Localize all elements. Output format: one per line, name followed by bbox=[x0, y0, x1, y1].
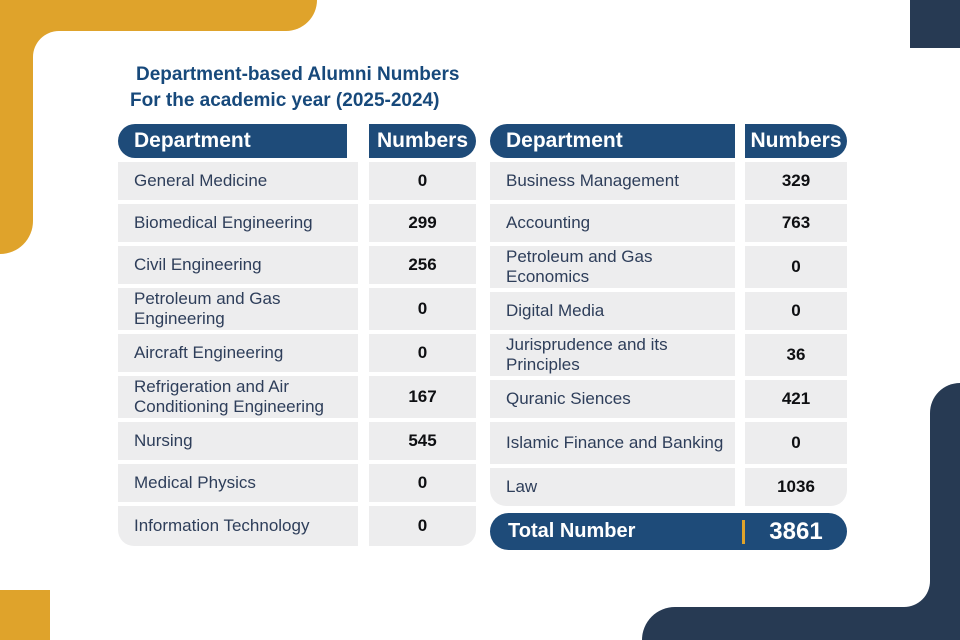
department-cell: Accounting bbox=[490, 204, 735, 242]
table-row: Islamic Finance and Banking 0 bbox=[490, 422, 847, 464]
numbers-cell: 36 bbox=[745, 334, 847, 376]
top-right-corner-decoration bbox=[910, 0, 960, 48]
table-row: General Medicine 0 bbox=[118, 162, 476, 200]
table-row: Digital Media 0 bbox=[490, 292, 847, 330]
table-row: Law 1036 bbox=[490, 468, 847, 506]
department-cell: Biomedical Engineering bbox=[118, 204, 358, 242]
numbers-cell: 299 bbox=[369, 204, 476, 242]
table-row: Nursing 545 bbox=[118, 422, 476, 460]
title-line-2: For the academic year (2025-2024) bbox=[130, 90, 440, 111]
table-row: Information Technology 0 bbox=[118, 506, 476, 546]
top-left-corner-decoration-vertical bbox=[0, 0, 33, 254]
numbers-cell: 0 bbox=[369, 334, 476, 372]
top-left-corner-decoration-horizontal bbox=[0, 0, 317, 31]
alumni-table-right: Department Numbers Business Management 3… bbox=[490, 124, 847, 506]
department-cell: Civil Engineering bbox=[118, 246, 358, 284]
department-cell: Digital Media bbox=[490, 292, 735, 330]
numbers-cell: 0 bbox=[369, 162, 476, 200]
department-cell: Petroleum and Gas Engineering bbox=[118, 288, 358, 330]
numbers-cell: 0 bbox=[745, 422, 847, 464]
bottom-right-corner-decoration-vertical bbox=[930, 383, 960, 640]
bottom-left-corner-decoration bbox=[0, 590, 50, 640]
table-row: Civil Engineering 256 bbox=[118, 246, 476, 284]
department-cell: Information Technology bbox=[118, 506, 358, 546]
table-row: Refrigeration and Air Conditioning Engin… bbox=[118, 376, 476, 418]
bottom-right-corner-decoration-horizontal bbox=[642, 607, 960, 640]
department-cell: Nursing bbox=[118, 422, 358, 460]
department-column-header: Department bbox=[490, 124, 735, 158]
table-row: Petroleum and Gas Engineering 0 bbox=[118, 288, 476, 330]
table-row: Biomedical Engineering 299 bbox=[118, 204, 476, 242]
department-cell: Islamic Finance and Banking bbox=[490, 422, 735, 464]
table-row: Aircraft Engineering 0 bbox=[118, 334, 476, 372]
numbers-cell: 0 bbox=[369, 464, 476, 502]
table-row: Business Management 329 bbox=[490, 162, 847, 200]
table-row: Petroleum and Gas Economics 0 bbox=[490, 246, 847, 288]
table-header-row: Department Numbers bbox=[118, 124, 476, 158]
numbers-cell: 545 bbox=[369, 422, 476, 460]
table-row: Medical Physics 0 bbox=[118, 464, 476, 502]
department-cell: Quranic Siences bbox=[490, 380, 735, 418]
table-row: Quranic Siences 421 bbox=[490, 380, 847, 418]
numbers-column-header: Numbers bbox=[745, 124, 847, 158]
department-cell: Jurisprudence and its Principles bbox=[490, 334, 735, 376]
numbers-cell: 421 bbox=[745, 380, 847, 418]
numbers-cell: 256 bbox=[369, 246, 476, 284]
numbers-cell: 1036 bbox=[745, 468, 847, 506]
numbers-cell: 329 bbox=[745, 162, 847, 200]
numbers-cell: 0 bbox=[369, 506, 476, 546]
total-number-label: Total Number bbox=[508, 520, 636, 542]
total-number-value: 3861 bbox=[769, 517, 823, 545]
numbers-cell: 0 bbox=[369, 288, 476, 330]
alumni-table-left: Department Numbers General Medicine 0 Bi… bbox=[118, 124, 476, 546]
numbers-cell: 763 bbox=[745, 204, 847, 242]
table-header-row: Department Numbers bbox=[490, 124, 847, 158]
department-cell: Medical Physics bbox=[118, 464, 358, 502]
department-cell: General Medicine bbox=[118, 162, 358, 200]
department-cell: Business Management bbox=[490, 162, 735, 200]
numbers-column-header: Numbers bbox=[369, 124, 476, 158]
department-cell: Petroleum and Gas Economics bbox=[490, 246, 735, 288]
total-number-bar: Total Number 3861 bbox=[490, 513, 847, 550]
department-column-header: Department bbox=[118, 124, 347, 158]
numbers-cell: 0 bbox=[745, 292, 847, 330]
total-divider bbox=[742, 519, 745, 544]
title-line-1: Department-based Alumni Numbers bbox=[136, 64, 460, 85]
numbers-cell: 167 bbox=[369, 376, 476, 418]
table-row: Accounting 763 bbox=[490, 204, 847, 242]
department-cell: Refrigeration and Air Conditioning Engin… bbox=[118, 376, 358, 418]
page-title: Department-based Alumni Numbers For the … bbox=[130, 62, 459, 114]
numbers-cell: 0 bbox=[745, 246, 847, 288]
table-row: Jurisprudence and its Principles 36 bbox=[490, 334, 847, 376]
department-cell: Law bbox=[490, 468, 735, 506]
department-cell: Aircraft Engineering bbox=[118, 334, 358, 372]
